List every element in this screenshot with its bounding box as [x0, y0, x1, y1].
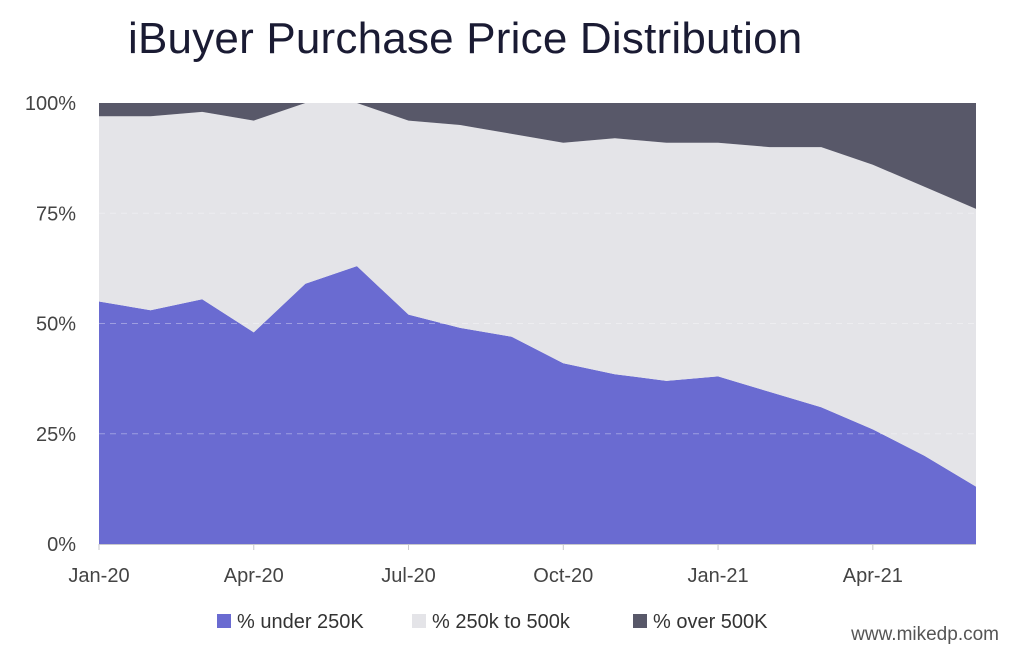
- x-tick-label: Jan-20: [68, 565, 129, 587]
- legend-swatch-3: [633, 614, 647, 628]
- legend-label-2: % 250k to 500k: [432, 611, 571, 633]
- stacked-areas: [99, 103, 976, 544]
- x-tick-label: Apr-20: [224, 565, 284, 587]
- y-tick-label: 25%: [36, 424, 76, 446]
- y-axis-ticks: 0% 25% 50% 75% 100%: [25, 93, 76, 556]
- legend-label-3: % over 500K: [653, 611, 768, 633]
- legend-swatch-2: [412, 614, 426, 628]
- x-tick-label: Oct-20: [533, 565, 593, 587]
- y-tick-label: 75%: [36, 203, 76, 225]
- legend-label-1: % under 250K: [237, 611, 364, 633]
- y-tick-label: 0%: [47, 534, 76, 556]
- x-axis-ticks: Jan-20 Apr-20 Jul-20 Oct-20 Jan-21 Apr-21: [68, 544, 903, 587]
- x-tick-label: Jan-21: [687, 565, 748, 587]
- chart-title: iBuyer Purchase Price Distribution: [128, 14, 803, 63]
- area-series-3: [99, 103, 976, 209]
- legend-swatch-1: [217, 614, 231, 628]
- x-tick-label: Jul-20: [381, 565, 435, 587]
- x-tick-label: Apr-21: [843, 565, 903, 587]
- legend: % under 250K % 250k to 500k % over 500K: [217, 611, 768, 633]
- gridlines: [99, 212, 976, 545]
- y-tick-label: 100%: [25, 93, 76, 115]
- area-series-1: [99, 266, 976, 544]
- y-tick-label: 50%: [36, 314, 76, 336]
- area-series-2: [99, 103, 976, 487]
- watermark: www.mikedp.com: [851, 624, 999, 645]
